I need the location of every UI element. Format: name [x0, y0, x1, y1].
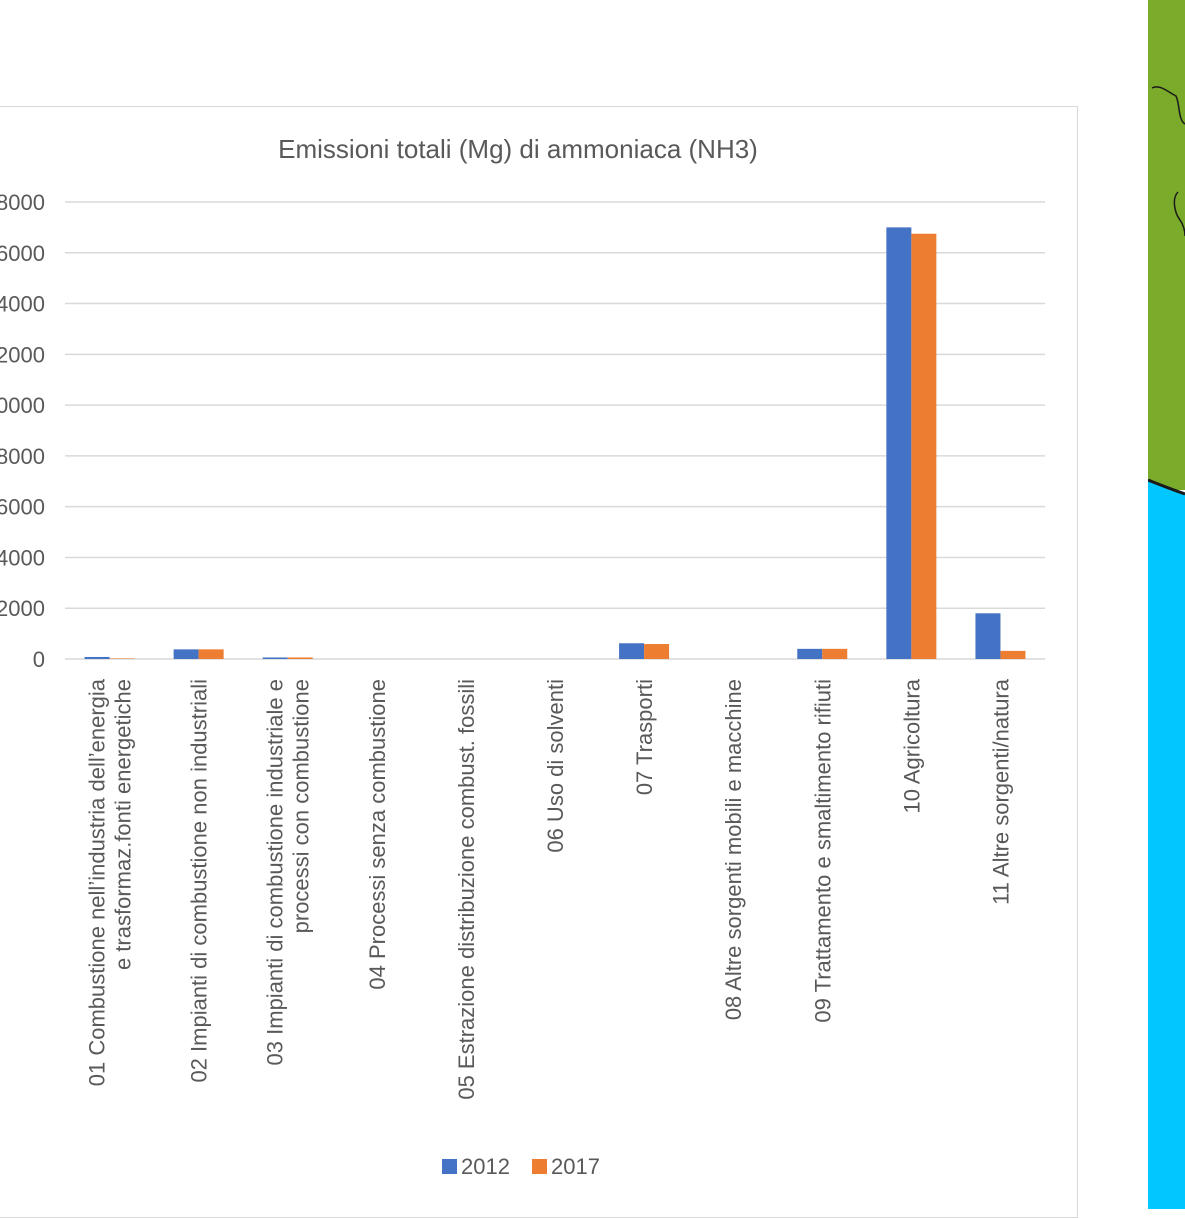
bar-2017-7: [644, 644, 670, 659]
bars: [84, 227, 1026, 659]
bar-2012-7: [619, 643, 645, 659]
bar-2012-10: [886, 227, 912, 659]
legend-swatch-2017: [532, 1159, 547, 1174]
chart-title: Emissioni totali (Mg) di ammoniaca (NH3): [278, 134, 758, 164]
x-category-label: 11 Altre sorgenti/natura: [988, 678, 1013, 905]
x-category-label: 04 Processi senza combustione: [365, 679, 390, 990]
x-category-label: 01 Combustione nell’industria dell’energ…: [85, 678, 110, 1086]
bar-2017-10: [911, 233, 937, 659]
x-category-label: 03 Impianti di combustione industriale e: [263, 679, 288, 1065]
bar-2017-11: [1000, 650, 1026, 659]
bar-2017-2: [198, 649, 224, 659]
x-category-label: processi con combustione: [289, 679, 314, 933]
bar-2012-9: [797, 648, 823, 659]
map-coastline: [1148, 478, 1185, 496]
y-tick-label: 4000: [0, 545, 45, 570]
legend-label: 2012: [461, 1154, 510, 1179]
x-category-label: 02 Impianti di combustione non industria…: [187, 679, 212, 1083]
y-tick-label: 14000: [0, 292, 45, 317]
legend-swatch-2012: [442, 1159, 457, 1174]
map-fragment: [1148, 0, 1185, 1209]
x-category-label: 07 Trasporti: [632, 679, 657, 795]
x-category-label: e trasformaz.fonti energetiche: [111, 679, 136, 970]
map-image: [1148, 0, 1185, 1209]
y-tick-label: 10000: [0, 393, 45, 418]
x-category-label: 08 Altre sorgenti mobili e macchine: [721, 679, 746, 1020]
legend-label: 2017: [551, 1154, 600, 1179]
y-tick-label: 12000: [0, 342, 45, 367]
y-tick-label: 16000: [0, 241, 45, 266]
bar-2012-1: [84, 656, 110, 659]
bar-2012-2: [173, 649, 199, 659]
x-category-label: 10 Agricoltura: [899, 678, 924, 813]
bar-2017-9: [822, 648, 848, 659]
gridlines: [65, 201, 1045, 660]
bar-chart: Emissioni totali (Mg) di ammoniaca (NH3)…: [0, 134, 1045, 1179]
legend: 2012 2017: [442, 1154, 600, 1179]
bar-2017-1: [109, 658, 135, 659]
y-tick-label: 18000: [0, 190, 45, 215]
y-tick-label: 6000: [0, 495, 45, 520]
x-category-label: 05 Estrazione distribuzione combust. fos…: [454, 679, 479, 1100]
x-category-label: 09 Trattamento e smaltimento rifiuti: [810, 679, 835, 1023]
y-tick-label: 0: [33, 647, 45, 672]
map-border-line: [1151, 86, 1185, 125]
map-land: [1148, 0, 1185, 490]
chart-area: Emissioni totali (Mg) di ammoniaca (NH3)…: [0, 106, 1078, 1218]
y-tick-label: 8000: [0, 444, 45, 469]
bar-2012-11: [975, 613, 1001, 659]
x-category-label: 06 Uso di solventi: [543, 679, 568, 853]
map-sea: [1148, 480, 1185, 1209]
x-axis-labels: 01 Combustione nell’industria dell’energ…: [85, 678, 1014, 1099]
y-tick-label: 2000: [0, 596, 45, 621]
y-axis-ticks: 0 2000 4000 6000 8000 10000 12000 14000 16000 180…: [0, 190, 45, 672]
bar-2012-3: [262, 657, 288, 659]
bar-2017-3: [287, 657, 313, 659]
